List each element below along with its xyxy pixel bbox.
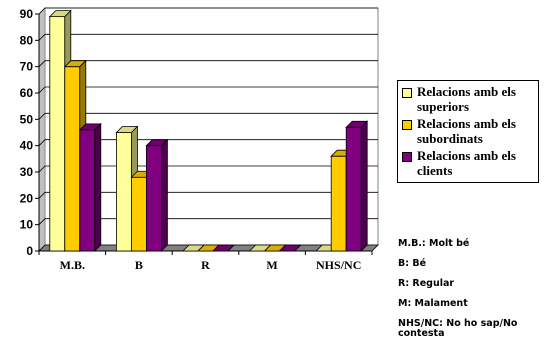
legend-label-clients: Relacions amb els clients bbox=[417, 148, 516, 178]
x-category-label-1: B bbox=[135, 258, 143, 272]
y-tick-label-20: 20 bbox=[20, 191, 34, 205]
gridline-30 bbox=[38, 165, 378, 173]
x-category-labels: M.B. B R M NHS/NC bbox=[60, 258, 362, 272]
note-r: R: Regular bbox=[398, 278, 455, 289]
bar-side bbox=[227, 244, 235, 252]
note-mb: M.B.: Molt bé bbox=[398, 238, 470, 249]
bar-side bbox=[294, 244, 301, 252]
bar-front bbox=[130, 176, 147, 252]
x-category-label-4: NHS/NC bbox=[316, 258, 361, 272]
x-category-label-0: M.B. bbox=[60, 258, 85, 272]
gridline-90 bbox=[38, 7, 378, 15]
y-tick-label-70: 70 bbox=[20, 60, 34, 74]
gridline-80 bbox=[38, 33, 378, 41]
y-tick-label-0: 0 bbox=[26, 244, 33, 258]
y-tick-label-40: 40 bbox=[20, 139, 34, 153]
gridline-20 bbox=[38, 191, 378, 199]
gridline-10 bbox=[38, 218, 378, 225]
bar-side bbox=[160, 138, 168, 252]
abbreviation-notes: M.B.: Molt bé B: Bé R: Regular M: Malame… bbox=[398, 239, 548, 349]
gridline-50 bbox=[38, 112, 378, 120]
gridline-70 bbox=[38, 60, 378, 67]
bar-front bbox=[116, 132, 132, 252]
legend-swatch-subordinats bbox=[402, 120, 412, 130]
bar-front bbox=[64, 66, 81, 252]
legend-item-superiors: Relacions amb els superiors bbox=[402, 84, 536, 114]
bar-1-2 bbox=[145, 138, 169, 252]
bar-3-2 bbox=[278, 244, 302, 252]
bar-0-2 bbox=[78, 122, 102, 252]
y-tick-label-50: 50 bbox=[20, 112, 34, 126]
y-tick-label-80: 80 bbox=[20, 33, 34, 47]
bars bbox=[48, 9, 369, 252]
bar-side bbox=[94, 122, 102, 252]
legend-swatch-superiors bbox=[402, 88, 412, 98]
y-tick-label-30: 30 bbox=[20, 165, 34, 179]
legend-item-clients: Relacions amb els clients bbox=[402, 148, 536, 178]
bar-4-2 bbox=[345, 120, 369, 252]
note-nhs-nc: NHS/NC: No ho sap/No contesta bbox=[398, 318, 518, 339]
x-category-label-3: M bbox=[266, 258, 277, 272]
side-wall bbox=[38, 7, 46, 252]
note-b: B: Bé bbox=[398, 258, 427, 269]
gridline-60 bbox=[38, 86, 378, 94]
legend-item-subordinats: Relacions amb els subordinats bbox=[402, 116, 536, 146]
legend-label-superiors: Relacions amb els superiors bbox=[417, 84, 516, 114]
bar-front bbox=[145, 145, 162, 252]
bar-front bbox=[330, 155, 347, 252]
y-tick-labels: 0 10 20 30 40 50 60 70 80 90 bbox=[20, 7, 34, 258]
bar-chart: 0 10 20 30 40 50 60 70 80 90 M.B. B R M NHS/NC bbox=[20, 7, 379, 272]
x-category-label-2: R bbox=[201, 258, 210, 272]
bar-front bbox=[79, 129, 96, 252]
legend: Relacions amb els superiors Relacions am… bbox=[397, 80, 539, 183]
bar-front bbox=[49, 16, 66, 252]
bar-front bbox=[345, 126, 362, 252]
y-tick-label-60: 60 bbox=[20, 86, 34, 100]
y-tick-label-10: 10 bbox=[20, 218, 34, 232]
legend-label-subordinats: Relacions amb els subordinats bbox=[417, 116, 516, 146]
note-m: M: Malament bbox=[398, 298, 468, 309]
bar-side bbox=[360, 120, 368, 252]
gridline-40 bbox=[38, 139, 378, 146]
bar-2-2 bbox=[212, 244, 235, 252]
y-tick-label-90: 90 bbox=[20, 7, 34, 21]
legend-swatch-clients bbox=[402, 152, 412, 162]
